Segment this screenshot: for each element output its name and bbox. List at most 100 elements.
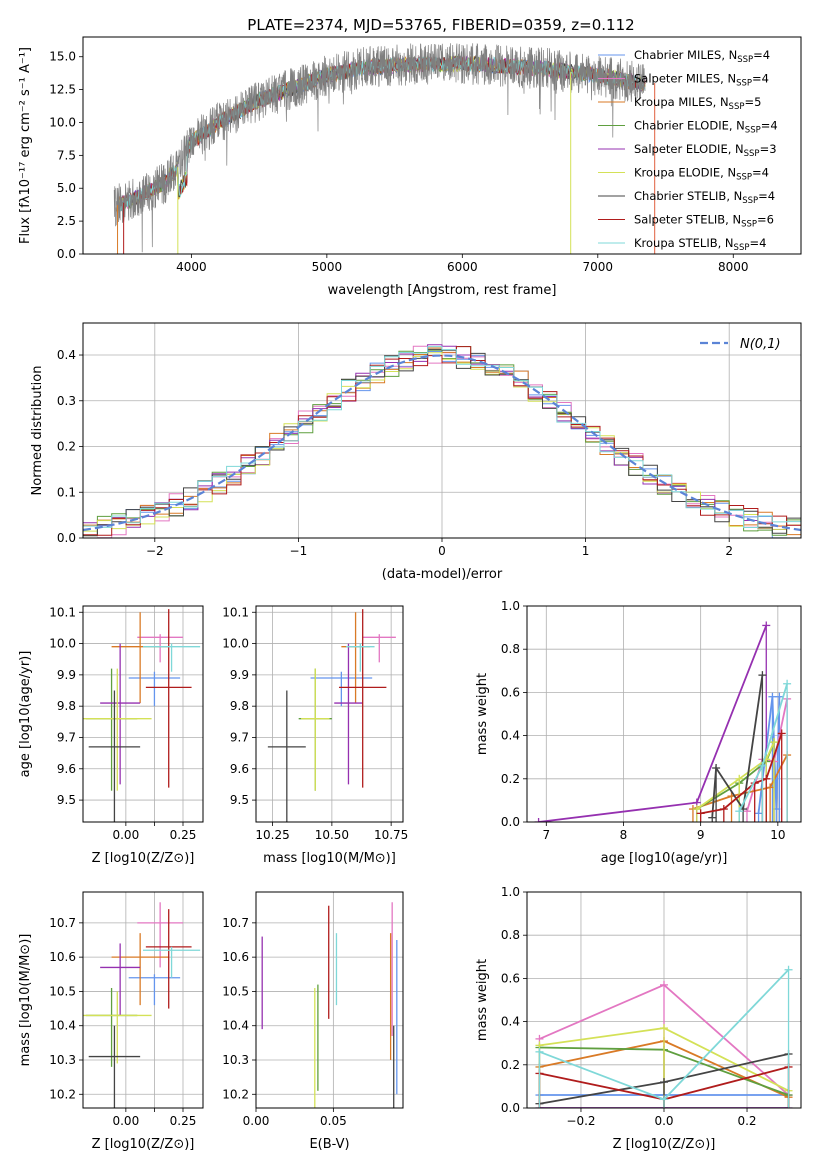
x-tick-label: 0.2	[737, 1114, 756, 1128]
legend-entry: Salpeter STELIB, NSSP=6	[634, 213, 774, 230]
y-tick-label: 0.8	[501, 928, 520, 942]
x-axis-label: wavelength [Angstrom, rest frame]	[328, 283, 557, 298]
axes-frame	[255, 605, 404, 823]
x-axis-label: (data-model)/error	[382, 567, 503, 582]
histogram-step	[83, 352, 801, 532]
legend-entry: N(0,1)	[740, 337, 781, 352]
x-tick-label: 10.50	[315, 828, 349, 842]
legend-entry: Chabrier MILES, NSSP=4	[634, 48, 770, 65]
y-tick-label: 0.6	[501, 685, 520, 699]
y-tick-label: 0.0	[57, 247, 76, 261]
y-tick-label: 9.6	[57, 762, 76, 776]
y-tick-label: 10.3	[222, 1053, 249, 1067]
y-tick-label: 9.7	[230, 730, 249, 744]
y-tick-label: 1.0	[501, 885, 520, 899]
histogram-step	[83, 348, 801, 537]
y-tick-label: 0.8	[501, 642, 520, 656]
y-tick-label: 0.4	[501, 729, 520, 743]
y-tick-label: 10.1	[222, 605, 249, 619]
x-tick-label: 9	[697, 828, 705, 842]
spectrum-legend: Chabrier MILES, NSSP=4 Salpeter MILES, NS…	[598, 48, 778, 253]
y-axis-label: Normed distribution	[30, 366, 45, 496]
y-tick-label: 0.0	[501, 815, 520, 829]
x-axis-label: Z [log10(Z/Z⊙)]	[92, 1137, 195, 1152]
y-tick-label: 0.4	[501, 1015, 520, 1029]
y-axis-label: mass weight	[475, 959, 490, 1041]
legend-entry: Salpeter MILES, NSSP=4	[634, 72, 769, 89]
y-tick-label: 10.0	[49, 115, 76, 129]
plot-area-age_vs_mass	[267, 609, 396, 822]
y-axis-label: mass [log10(M/M⊙)]	[18, 934, 33, 1067]
y-axis-label: mass weight	[475, 673, 490, 755]
plot-area-age_vs_Z	[83, 609, 201, 822]
x-tick-label: 0.00	[112, 1114, 139, 1128]
y-tick-label: 10.1	[49, 605, 76, 619]
x-tick-label: 8000	[718, 260, 749, 274]
y-tick-label: 10.4	[222, 1019, 249, 1033]
plot-layer: 4000 5000 6000 7000 80000.02.55.07.510.012.5…	[18, 36, 802, 1152]
axes-frame	[82, 605, 204, 823]
y-tick-label: 10.2	[49, 1087, 76, 1101]
y-tick-label: 0.4	[57, 348, 76, 362]
x-tick-label: 1	[582, 544, 590, 558]
x-tick-label: 10.75	[374, 828, 408, 842]
axes-mass_weight_vs_Z: −0.2 0.0 0.2 0.0 0.2 0.4 0.6 0.8 1.0 Z [log10(Z/Z…	[475, 885, 801, 1152]
legend-entry: Chabrier ELODIE, NSSP=4	[634, 119, 778, 136]
y-tick-label: 9.5	[57, 793, 76, 807]
y-tick-label: 9.7	[57, 730, 76, 744]
figure-title: PLATE=2374, MJD=53765, FIBERID=0359, z=0…	[247, 16, 634, 34]
plot-area-mass_vs_EBV	[261, 902, 398, 1108]
x-tick-label: 7000	[583, 260, 614, 274]
mass-weight-line	[696, 741, 775, 810]
plot-area-residuals	[83, 344, 801, 538]
x-tick-label: 0	[438, 544, 446, 558]
x-axis-label: Z [log10(Z/Z⊙)]	[92, 851, 195, 866]
y-tick-label: 0.3	[57, 394, 76, 408]
x-tick-label: 6000	[447, 260, 478, 274]
x-tick-label: 7	[542, 828, 550, 842]
plot-area-mass_weight_vs_age	[534, 621, 792, 822]
x-axis-label: Z [log10(Z/Z⊙)]	[613, 1137, 716, 1152]
axes-frame	[82, 891, 204, 1109]
mass-weight-line	[711, 674, 764, 818]
axes-age_vs_Z: 0.00 0.25 9.5 9.6 9.7 9.8 9.9 10.0 10.1 Z [log10(…	[18, 605, 203, 866]
x-tick-label: 0.25	[170, 1114, 197, 1128]
x-tick-label: 0.0	[654, 1114, 673, 1128]
y-tick-label: 10.6	[49, 950, 76, 964]
y-tick-label: 10.0	[49, 637, 76, 651]
y-tick-label: 1.0	[501, 599, 520, 613]
x-tick-label: 0.00	[112, 828, 139, 842]
y-tick-label: 0.0	[501, 1101, 520, 1115]
x-tick-label: 0.25	[170, 828, 197, 842]
spectrum-model-line	[116, 56, 646, 212]
y-tick-label: 0.0	[57, 531, 76, 545]
axes-residuals: −2 −1 0 1 2 0.0 0.1 0.2 0.3 0.4 (data-model)/error…	[30, 323, 801, 582]
plot-area-mass_weight_vs_Z	[535, 965, 793, 1108]
axes-frame	[526, 605, 802, 823]
y-tick-label: 9.6	[230, 762, 249, 776]
y-tick-label: 10.6	[222, 950, 249, 964]
legend-entry: Salpeter ELODIE, NSSP=3	[634, 142, 777, 159]
axes-frame	[82, 36, 802, 255]
legend-entry: Kroupa MILES, NSSP=5	[634, 95, 761, 112]
y-tick-label: 0.1	[57, 485, 76, 499]
axes-frame	[255, 891, 404, 1109]
axes-mass_vs_EBV: 0.00 0.05 10.2 10.3 10.4 10.5 10.6 10.7 E(B-V)	[222, 892, 403, 1152]
x-tick-label: 2	[725, 544, 733, 558]
legend-entry: Kroupa STELIB, NSSP=4	[634, 236, 766, 253]
y-tick-label: 0.2	[501, 772, 520, 786]
axes-spectrum: 4000 5000 6000 7000 8000 0.0 2.5 5.0 7.5 10.0 12.5…	[18, 47, 749, 298]
x-tick-label: −1	[290, 544, 308, 558]
y-tick-label: 10.4	[49, 1019, 76, 1033]
x-tick-label: −2	[146, 544, 164, 558]
y-tick-label: 10.5	[49, 984, 76, 998]
legend-entry: Kroupa ELODIE, NSSP=4	[634, 166, 769, 183]
x-axis-label: mass [log10(M/M⊙)]	[263, 851, 396, 866]
y-axis-label: Flux [fλ10⁻¹⁷ erg cm⁻² s⁻¹ A⁻¹]	[18, 47, 33, 244]
histogram-step	[83, 344, 801, 530]
y-tick-label: 10.7	[49, 916, 76, 930]
y-tick-label: 9.8	[230, 699, 249, 713]
y-tick-label: 9.9	[57, 668, 76, 682]
y-tick-label: 7.5	[57, 148, 76, 162]
